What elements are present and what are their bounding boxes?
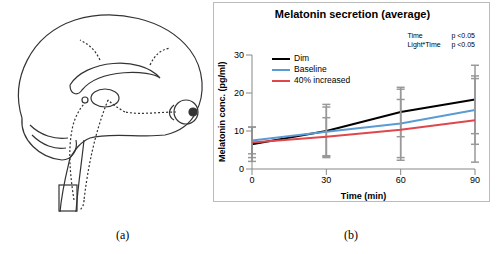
svg-text:90: 90 [470, 175, 480, 185]
html-text:(b): (b) [344, 228, 358, 242]
html-text:p <0.05: p <0.05 [451, 41, 475, 48]
svg-text:30: 30 [234, 50, 244, 60]
svg-text:0: 0 [239, 164, 244, 174]
html-text:Dim: Dim [294, 53, 310, 63]
html-text:40% increased: 40% increased [294, 75, 351, 85]
svg-text:Melatonin conc. (pg/ml): Melatonin conc. (pg/ml) [217, 61, 227, 162]
html-text:(a): (a) [116, 228, 130, 242]
html-text:Time: Time [407, 32, 423, 39]
svg-text:0: 0 [249, 175, 254, 185]
html-text:Baseline: Baseline [294, 64, 327, 74]
html-text:Melatonin secretion (average): Melatonin secretion (average) [274, 8, 431, 20]
svg-text:20: 20 [234, 88, 244, 98]
html-text:Light*Time: Light*Time [407, 41, 441, 48]
svg-text:60: 60 [396, 175, 406, 185]
html-text:p <0.05: p <0.05 [451, 32, 475, 39]
svg-text:30: 30 [321, 175, 331, 185]
svg-text:Time (min): Time (min) [341, 191, 386, 201]
svg-text:10: 10 [234, 126, 244, 136]
